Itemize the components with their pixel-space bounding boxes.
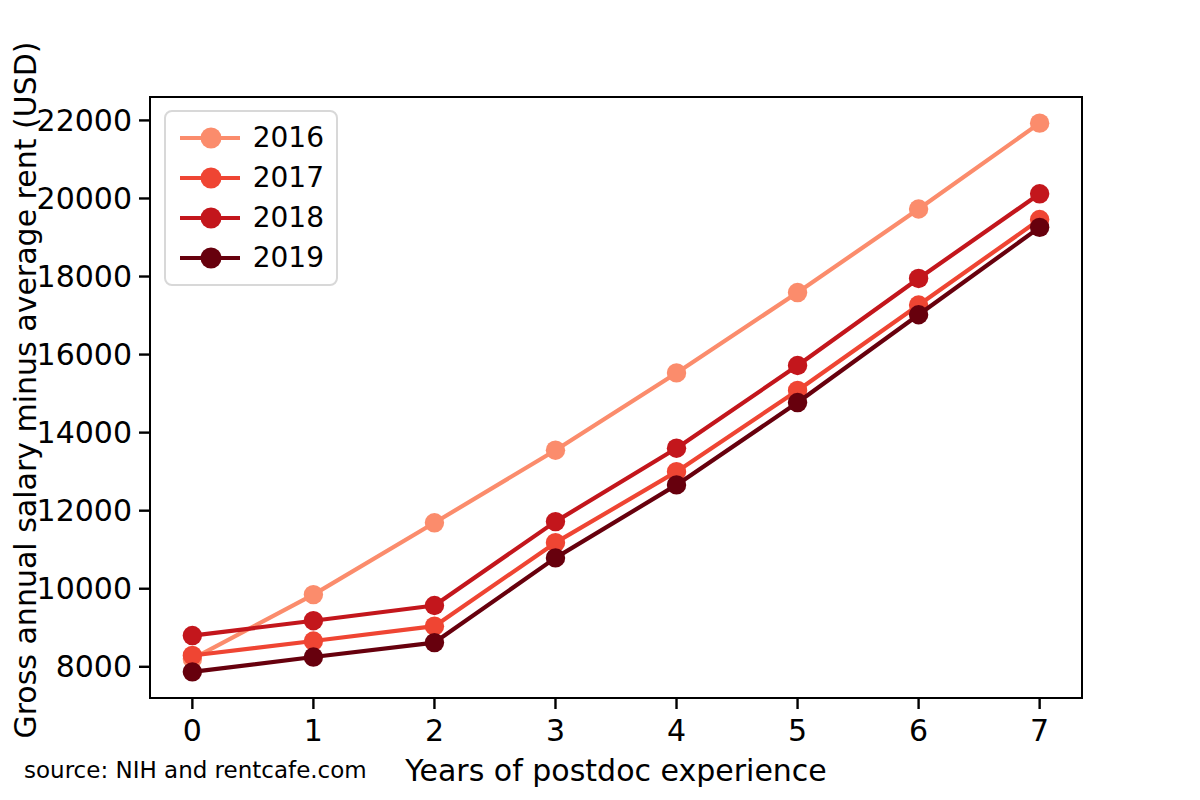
data-point-2018-x5 xyxy=(788,356,807,375)
data-point-2019-x7 xyxy=(1030,218,1049,237)
legend-marker-icon xyxy=(178,165,240,191)
legend: 2016 2017 2018 2019 xyxy=(164,110,338,286)
legend-label: 2018 xyxy=(253,204,324,232)
data-point-2018-x7 xyxy=(1030,184,1049,203)
data-point-2016-x1 xyxy=(304,585,323,604)
data-point-2019-x2 xyxy=(425,633,444,652)
data-point-2016-x4 xyxy=(667,363,686,382)
y-tick-label: 22000 xyxy=(37,103,132,138)
data-point-2018-x4 xyxy=(667,439,686,458)
x-tick-label: 5 xyxy=(788,713,807,748)
data-point-2018-x6 xyxy=(909,269,928,288)
x-tick-label: 0 xyxy=(183,713,202,748)
y-tick-label: 16000 xyxy=(37,337,132,372)
data-point-2019-x4 xyxy=(667,475,686,494)
legend-item-2016: 2016 xyxy=(178,124,324,152)
data-point-2019-x5 xyxy=(788,393,807,412)
legend-marker-icon xyxy=(178,245,240,271)
data-point-2019-x1 xyxy=(304,647,323,666)
y-tick-label: 12000 xyxy=(37,493,132,528)
data-point-2016-x7 xyxy=(1030,113,1049,132)
legend-marker-icon xyxy=(178,125,240,151)
x-tick-label: 6 xyxy=(909,713,928,748)
x-tick-label: 3 xyxy=(546,713,565,748)
data-point-2019-x3 xyxy=(546,548,565,567)
data-point-2018-x3 xyxy=(546,512,565,531)
data-point-2018-x1 xyxy=(304,611,323,630)
data-point-2019-x6 xyxy=(909,305,928,324)
y-tick-label: 20000 xyxy=(37,181,132,216)
data-point-2016-x6 xyxy=(909,199,928,218)
x-tick-label: 4 xyxy=(667,713,686,748)
legend-item-2018: 2018 xyxy=(178,204,324,232)
x-axis-label: Years of postdoc experience xyxy=(405,753,827,788)
y-tick-label: 14000 xyxy=(37,415,132,450)
y-axis-label: Gross annual salary minus average rent (… xyxy=(8,41,43,738)
data-point-2016-x5 xyxy=(788,283,807,302)
legend-label: 2016 xyxy=(253,124,324,152)
legend-marker-icon xyxy=(178,205,240,231)
x-tick-label: 7 xyxy=(1030,713,1049,748)
legend-label: 2017 xyxy=(253,164,324,192)
y-tick-label: 10000 xyxy=(37,571,132,606)
data-point-2016-x2 xyxy=(425,513,444,532)
y-tick-label: 8000 xyxy=(56,649,132,684)
figure: 0 1 2 3 4 5 6 7 8000 10000 12000 14000 16000 18000 200… xyxy=(0,0,1200,800)
legend-item-2019: 2019 xyxy=(178,244,324,272)
data-point-2016-x3 xyxy=(546,440,565,459)
series-line-2019 xyxy=(192,227,1039,672)
legend-label: 2019 xyxy=(253,244,324,272)
data-point-2018-x2 xyxy=(425,596,444,615)
y-tick-label: 18000 xyxy=(37,259,132,294)
x-tick-label: 2 xyxy=(425,713,444,748)
data-point-2019-x0 xyxy=(183,662,202,681)
source-note: source: NIH and rentcafe.com xyxy=(24,757,367,783)
x-tick-label: 1 xyxy=(304,713,323,748)
legend-item-2017: 2017 xyxy=(178,164,324,192)
data-point-2018-x0 xyxy=(183,626,202,645)
